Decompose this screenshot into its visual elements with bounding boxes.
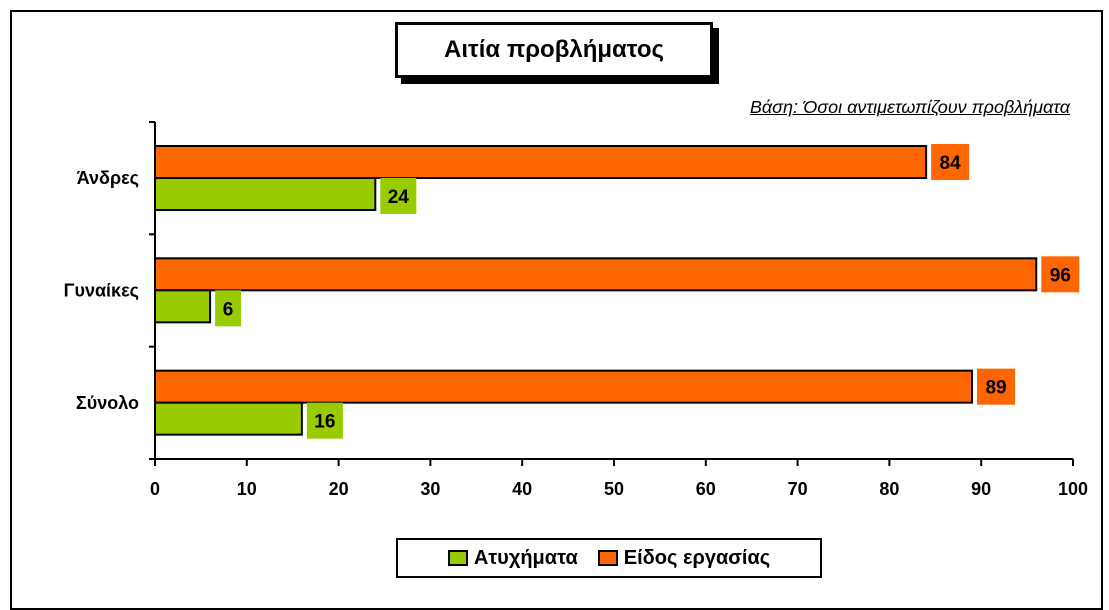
legend-item-accidents: Ατυχήματα	[447, 546, 578, 570]
data-label-work-type: 89	[985, 378, 1006, 399]
data-label-bg-accidents	[380, 178, 417, 214]
bar-chart: 0 10 20 30 40 50 60 70 80 90 100 Άνδρες 84 24 Γυναίκες…	[64, 121, 1088, 499]
y-category-label: Σύνολο	[76, 393, 139, 413]
bar-work-type	[154, 257, 1038, 292]
bar-work-type	[154, 369, 974, 404]
x-tick-label: 20	[329, 479, 349, 499]
chart-legend: Ατυχήματα Είδος εργασίας	[396, 538, 822, 578]
bar-accidents	[154, 177, 377, 211]
legend-item-work-type: Είδος εργασίας	[597, 546, 771, 570]
data-label-bg-work-type	[1041, 256, 1080, 293]
data-label-bg-work-type	[931, 144, 970, 180]
x-tick-label: 0	[150, 479, 160, 499]
bar-accidents	[154, 289, 212, 324]
legend-swatch-accidents	[447, 550, 468, 566]
x-tick-label: 90	[971, 479, 991, 499]
data-label-accidents: 6	[223, 299, 234, 320]
x-tick-label: 60	[696, 479, 716, 499]
chart-title-text: Αιτία προβλήματος	[444, 36, 664, 63]
bar-work-type	[154, 145, 928, 179]
data-label-accidents: 24	[388, 187, 410, 208]
x-tick-label: 80	[879, 479, 899, 499]
x-tick-label: 100	[1058, 479, 1088, 499]
data-label-bg-work-type	[977, 368, 1016, 405]
y-category-label: Γυναίκες	[64, 281, 139, 301]
x-tick-label: 50	[604, 479, 624, 499]
bar-accidents	[154, 401, 303, 436]
x-tick-label: 70	[788, 479, 808, 499]
data-label-work-type: 84	[940, 153, 962, 174]
data-label-bg-accidents	[215, 290, 242, 327]
chart-subtitle: Βάση: Όσοι αντιμετωπίζουν προβλήματα	[749, 97, 1070, 117]
x-tick-label: 40	[512, 479, 532, 499]
y-category-label: Άνδρες	[77, 168, 139, 188]
chart-title: Αιτία προβλήματος	[395, 22, 713, 78]
legend-swatch-work-type	[597, 550, 618, 566]
x-tick-label: 10	[237, 479, 257, 499]
data-label-accidents: 16	[314, 412, 335, 433]
data-label-bg-accidents	[306, 402, 343, 439]
legend-label-work-type: Είδος εργασίας	[623, 546, 771, 569]
x-tick-label: 30	[420, 479, 440, 499]
data-label-work-type: 96	[1050, 265, 1071, 286]
legend-label-accidents: Ατυχήματα	[473, 546, 578, 569]
